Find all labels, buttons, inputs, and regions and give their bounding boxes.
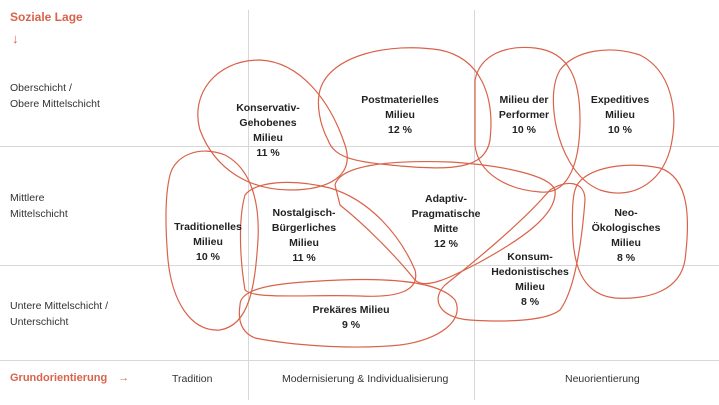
milieu-name: Neo- <box>614 207 638 219</box>
y-axis-title: Soziale Lage <box>10 10 83 24</box>
milieu-performer: Milieu der Performer 10 % <box>484 93 564 138</box>
milieu-name: Ökologisches <box>591 222 661 234</box>
milieu-name: Nostalgisch- <box>272 207 336 219</box>
milieu-name: Hedonistisches <box>491 266 569 278</box>
row-label-lower: Untere Mittelschicht / Unterschicht <box>10 298 108 330</box>
milieu-percentage: 10 % <box>512 124 536 136</box>
milieu-name: Bürgerliches <box>271 222 337 234</box>
outline-adaptiv <box>334 161 556 285</box>
milieu-percentage: 8 % <box>616 252 636 264</box>
milieu-neooekologisch: Neo- Ökologisches Milieu 8 % <box>582 206 670 266</box>
milieu-name: Prekäres Milieu <box>312 304 390 316</box>
milieu-percentage: 12 % <box>388 124 412 136</box>
column-label-neuorientierung: Neuorientierung <box>565 373 640 385</box>
milieu-percentage: 11 % <box>256 147 280 159</box>
milieu-konsum: Konsum- Hedonistisches Milieu 8 % <box>480 250 580 310</box>
milieu-name: Adaptiv- <box>425 193 467 205</box>
milieu-traditionell: Traditionelles Milieu 10 % <box>166 220 250 265</box>
x-axis-title-text: Grundorientierung <box>10 372 108 384</box>
grid-line-bottom <box>0 360 719 361</box>
row-label-line: Mittelschicht <box>10 208 68 220</box>
milieu-percentage: 11 % <box>292 252 316 264</box>
row-label-line: Obere Mittelschicht <box>10 98 100 110</box>
milieu-name: Milieu <box>515 281 545 293</box>
grid-line-middle <box>0 265 719 266</box>
grid-line-left <box>248 10 249 400</box>
milieu-name: Performer <box>498 109 550 121</box>
row-label-line: Oberschicht / <box>10 82 72 94</box>
outline-prekaer <box>238 278 458 348</box>
row-label-line: Untere Mittelschicht / <box>10 300 109 312</box>
milieu-adaptiv: Adaptiv- Pragmatische Mitte 12 % <box>398 192 494 252</box>
milieu-name: Milieu <box>289 237 319 249</box>
milieu-percentage: 8 % <box>520 296 540 308</box>
arrow-down-icon: ↓ <box>12 31 19 46</box>
milieu-name: Milieu <box>193 236 223 248</box>
column-label-tradition: Tradition <box>172 373 213 385</box>
outline-neooekologisch <box>571 164 689 299</box>
milieu-name: Traditionelles <box>174 221 242 233</box>
arrow-right-icon: → <box>118 372 130 384</box>
grid-line-top <box>0 146 719 147</box>
x-axis-title: Grundorientierung → <box>10 372 129 384</box>
milieu-prekaer: Prekäres Milieu 9 % <box>296 303 406 333</box>
milieu-name: Milieu <box>385 109 415 121</box>
outline-konservativ-gehobenes <box>197 59 348 191</box>
milieu-name: Expeditives <box>590 94 650 106</box>
milieu-name: Konsum- <box>507 251 553 263</box>
milieu-name: Postmaterielles <box>361 94 439 106</box>
milieu-name: Konservativ- <box>236 102 300 114</box>
milieu-name: Mitte <box>433 223 459 235</box>
grid-line-right <box>474 10 475 400</box>
outline-expeditiv <box>552 49 675 194</box>
outline-traditionell <box>165 150 259 331</box>
milieu-konservativ-gehobenes: Konservativ- Gehobenes Milieu 11 % <box>222 101 314 161</box>
milieu-name: Milieu <box>253 132 283 144</box>
outline-performer <box>474 46 581 193</box>
milieu-name: Milieu der <box>499 94 549 106</box>
row-label-middle: Mittlere Mittelschicht <box>10 190 68 222</box>
milieu-expeditiv: Expeditives Milieu 10 % <box>578 93 662 138</box>
milieu-nostalgisch: Nostalgisch- Bürgerliches Milieu 11 % <box>258 206 350 266</box>
milieu-postmateriell: Postmaterielles Milieu 12 % <box>350 93 450 138</box>
milieu-percentage: 10 % <box>608 124 632 136</box>
milieu-percentage: 12 % <box>434 238 458 250</box>
outline-postmateriell <box>317 47 492 169</box>
row-label-line: Mittlere <box>10 192 45 204</box>
milieu-name: Gehobenes <box>239 117 297 129</box>
outline-nostalgisch <box>239 181 417 297</box>
outline-konsum <box>437 182 586 322</box>
column-label-modernisierung: Modernisierung & Individualisierung <box>282 373 449 385</box>
milieu-percentage: 9 % <box>341 319 361 331</box>
milieu-percentage: 10 % <box>196 251 220 263</box>
row-label-upper: Oberschicht / Obere Mittelschicht <box>10 80 100 112</box>
milieu-name: Milieu <box>611 237 641 249</box>
row-label-line: Unterschicht <box>10 316 69 328</box>
milieu-name: Milieu <box>605 109 635 121</box>
milieu-name: Pragmatische <box>411 208 481 220</box>
